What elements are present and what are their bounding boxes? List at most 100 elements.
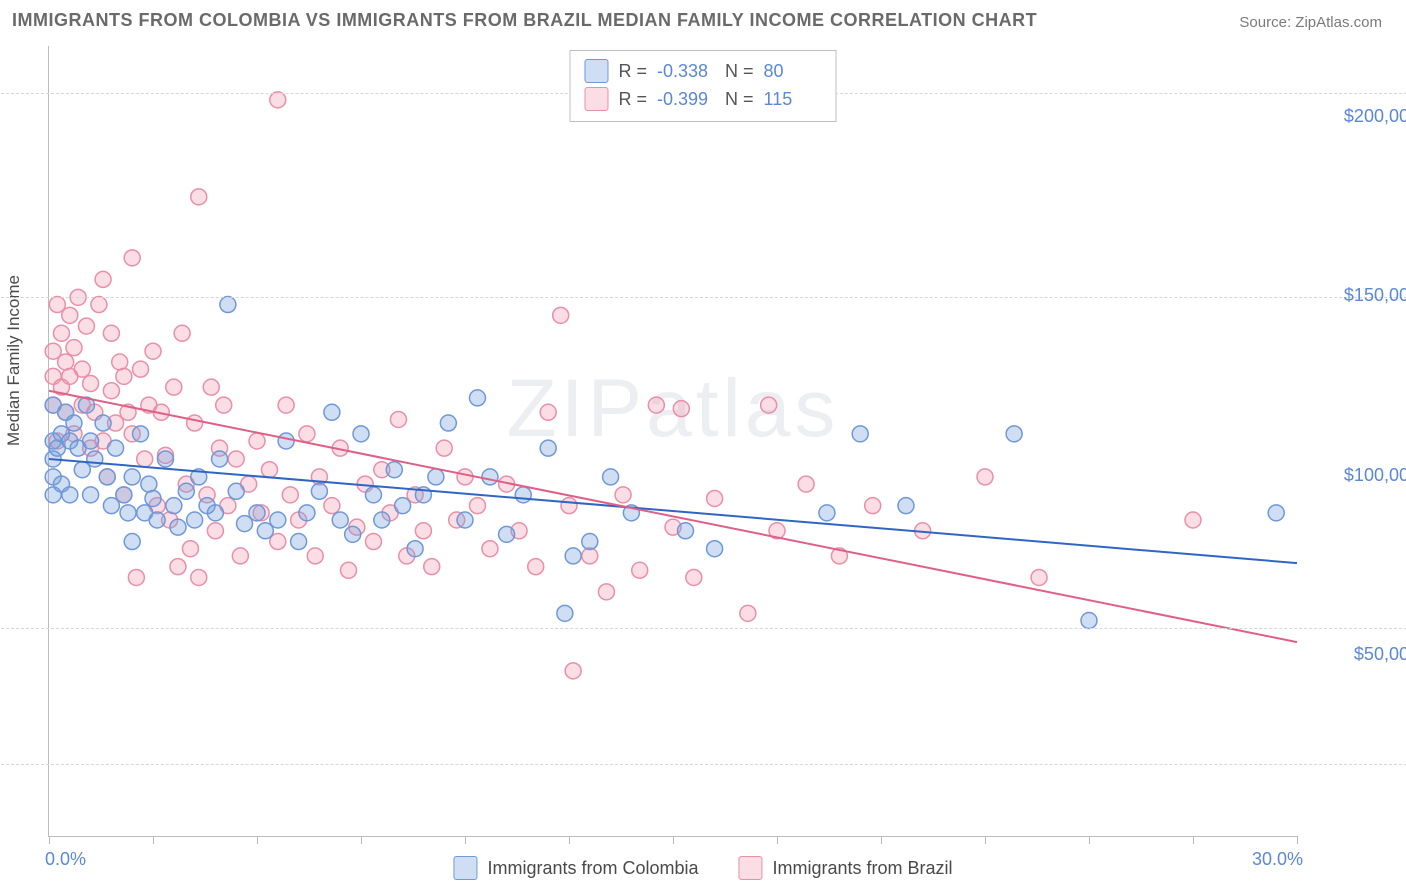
y-tick-label: $150,000: [1307, 285, 1406, 306]
data-point-colombia: [1268, 505, 1284, 521]
data-point-colombia: [311, 483, 327, 499]
gridline-h: [1, 628, 1406, 629]
data-point-colombia: [228, 483, 244, 499]
data-point-colombia: [499, 526, 515, 542]
data-point-colombia: [365, 487, 381, 503]
data-point-brazil: [203, 379, 219, 395]
legend-item-colombia: Immigrants from Colombia: [453, 856, 698, 880]
r-label: R =: [618, 61, 647, 82]
data-point-brazil: [707, 490, 723, 506]
data-point-colombia: [353, 426, 369, 442]
r-value-colombia: -0.338: [657, 61, 715, 82]
data-point-colombia: [469, 390, 485, 406]
data-point-colombia: [677, 523, 693, 539]
data-point-brazil: [482, 541, 498, 557]
legend-label-colombia: Immigrants from Colombia: [487, 858, 698, 879]
data-point-brazil: [83, 376, 99, 392]
data-point-colombia: [386, 462, 402, 478]
data-point-brazil: [307, 548, 323, 564]
data-point-colombia: [166, 498, 182, 514]
data-point-brazil: [228, 451, 244, 467]
data-point-brazil: [865, 498, 881, 514]
x-tick: [49, 836, 50, 844]
data-point-colombia: [108, 440, 124, 456]
data-point-colombia: [178, 483, 194, 499]
data-point-brazil: [191, 189, 207, 205]
data-point-colombia: [299, 505, 315, 521]
data-point-brazil: [299, 426, 315, 442]
r-value-brazil: -0.399: [657, 89, 715, 110]
data-point-colombia: [124, 469, 140, 485]
data-point-brazil: [191, 569, 207, 585]
data-point-brazil: [128, 569, 144, 585]
data-point-brazil: [112, 354, 128, 370]
data-point-brazil: [424, 559, 440, 575]
data-point-colombia: [457, 512, 473, 528]
data-point-brazil: [58, 354, 74, 370]
data-point-brazil: [145, 343, 161, 359]
data-point-colombia: [707, 541, 723, 557]
legend-swatch-colombia: [453, 856, 477, 880]
data-point-brazil: [365, 534, 381, 550]
data-point-brazil: [761, 397, 777, 413]
data-point-colombia: [220, 297, 236, 313]
data-point-brazil: [187, 415, 203, 431]
data-point-brazil: [390, 411, 406, 427]
data-point-colombia: [819, 505, 835, 521]
x-tick: [153, 836, 154, 844]
data-point-brazil: [561, 498, 577, 514]
data-point-colombia: [852, 426, 868, 442]
x-tick: [881, 836, 882, 844]
scatter-svg: [49, 46, 1297, 836]
x-tick: [1089, 836, 1090, 844]
legend-swatch-brazil: [584, 87, 608, 111]
data-point-colombia: [207, 505, 223, 521]
n-label: N =: [725, 89, 754, 110]
data-point-colombia: [345, 526, 361, 542]
x-tick: [361, 836, 362, 844]
data-point-brazil: [740, 605, 756, 621]
trend-line-colombia: [49, 459, 1297, 563]
data-point-brazil: [598, 584, 614, 600]
stats-legend-row: R = -0.399 N = 115: [584, 85, 821, 113]
data-point-brazil: [116, 368, 132, 384]
data-point-colombia: [603, 469, 619, 485]
series-legend: Immigrants from Colombia Immigrants from…: [453, 856, 952, 880]
data-point-colombia: [83, 433, 99, 449]
data-point-brazil: [91, 297, 107, 313]
data-point-brazil: [207, 523, 223, 539]
data-point-brazil: [798, 476, 814, 492]
data-point-brazil: [436, 440, 452, 456]
data-point-colombia: [170, 519, 186, 535]
data-point-colombia: [324, 404, 340, 420]
data-point-brazil: [1185, 512, 1201, 528]
data-point-brazil: [528, 559, 544, 575]
data-point-colombia: [565, 548, 581, 564]
n-value-brazil: 115: [764, 89, 822, 110]
plot-area: ZIPatlas $50,000$100,000$150,000$200,000…: [48, 46, 1297, 837]
data-point-colombia: [270, 512, 286, 528]
chart-title: IMMIGRANTS FROM COLOMBIA VS IMMIGRANTS F…: [12, 10, 1037, 31]
data-point-brazil: [282, 487, 298, 503]
n-label: N =: [725, 61, 754, 82]
data-point-colombia: [116, 487, 132, 503]
trend-line-brazil: [49, 391, 1297, 642]
data-point-brazil: [648, 397, 664, 413]
data-point-colombia: [291, 534, 307, 550]
data-point-brazil: [74, 361, 90, 377]
data-point-colombia: [157, 451, 173, 467]
data-point-brazil: [174, 325, 190, 341]
data-point-brazil: [582, 548, 598, 564]
gridline-h: [1, 297, 1406, 298]
data-point-brazil: [632, 562, 648, 578]
source-attribution: Source: ZipAtlas.com: [1239, 14, 1382, 31]
data-point-colombia: [278, 433, 294, 449]
data-point-brazil: [53, 325, 69, 341]
data-point-brazil: [977, 469, 993, 485]
data-point-brazil: [249, 433, 265, 449]
data-point-brazil: [270, 92, 286, 108]
data-point-brazil: [182, 541, 198, 557]
data-point-brazil: [170, 559, 186, 575]
gridline-h: [1, 764, 1406, 765]
data-point-brazil: [62, 307, 78, 323]
